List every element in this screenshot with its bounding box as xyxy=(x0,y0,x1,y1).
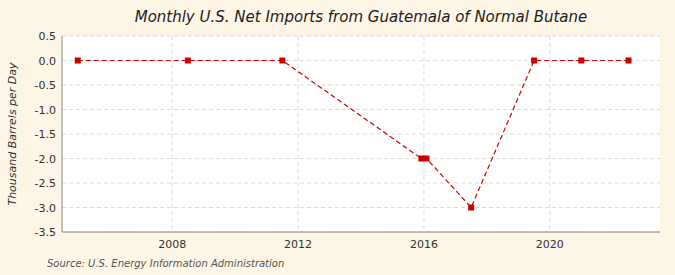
y-tick-label: -3.5 xyxy=(35,226,56,239)
grid-line xyxy=(549,36,550,232)
marker xyxy=(468,205,474,211)
marker xyxy=(578,58,584,64)
marker xyxy=(423,156,429,162)
grid-line xyxy=(298,36,299,232)
line xyxy=(78,61,629,208)
y-axis-label: Thousand Barrels per Day xyxy=(6,62,19,206)
x-tick-label: 2020 xyxy=(536,238,564,251)
title: Monthly U.S. Net Imports from Guatemala … xyxy=(135,8,588,26)
plot-background xyxy=(62,36,660,232)
y-tick-label: -1.5 xyxy=(35,128,56,141)
grid-line xyxy=(62,85,660,86)
y-tick-label: 0.0 xyxy=(39,55,57,68)
marker xyxy=(531,58,537,64)
grid-line xyxy=(62,207,660,208)
y-tick-label: -2.5 xyxy=(35,177,56,190)
grid-line xyxy=(62,36,660,37)
y-tick-label: -3.0 xyxy=(35,202,56,215)
tick-labels: 0.5 0.0 -0.5 -1.0 -1.5 -2.0 -2.5 -3.0 -3.5 2008 20… xyxy=(35,30,564,251)
source-note: Source: U.S. Energy Information Administ… xyxy=(47,258,284,269)
marker xyxy=(279,58,285,64)
marker xyxy=(626,58,632,64)
x-tick-label: 2008 xyxy=(158,238,186,251)
x-tick-label: 2012 xyxy=(284,238,312,251)
grid-line xyxy=(423,36,424,232)
marker xyxy=(185,58,191,64)
grid-line xyxy=(62,183,660,184)
series xyxy=(75,58,632,211)
y-tick-label: -0.5 xyxy=(35,79,56,92)
grid-line xyxy=(62,158,660,159)
chart: 0.5 0.0 -0.5 -1.0 -1.5 -2.0 -2.5 -3.0 -3.5 2008 20… xyxy=(0,0,675,275)
y-axis xyxy=(62,36,63,232)
x-tick-label: 2016 xyxy=(410,238,438,251)
grid-line xyxy=(62,134,660,135)
grid-line xyxy=(172,36,173,232)
x-axis xyxy=(62,232,660,233)
y-tick-label: -1.0 xyxy=(35,104,56,117)
grid-line xyxy=(62,232,660,233)
grid xyxy=(62,36,660,232)
grid-line xyxy=(62,109,660,110)
y-tick-label: 0.5 xyxy=(39,30,57,43)
y-tick-label: -2.0 xyxy=(35,153,56,166)
marker xyxy=(75,58,81,64)
